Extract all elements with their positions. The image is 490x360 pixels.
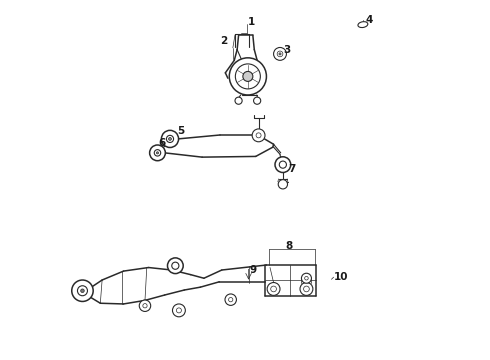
Text: 1: 1: [248, 17, 255, 27]
Circle shape: [149, 145, 165, 161]
Circle shape: [228, 297, 233, 302]
Text: 9: 9: [249, 265, 256, 275]
Circle shape: [168, 258, 183, 274]
Circle shape: [156, 152, 159, 154]
Circle shape: [235, 64, 260, 89]
Circle shape: [143, 303, 147, 308]
Circle shape: [161, 130, 178, 148]
Circle shape: [176, 308, 181, 313]
Circle shape: [235, 97, 242, 104]
Text: 6: 6: [159, 138, 166, 148]
Circle shape: [225, 294, 237, 305]
Circle shape: [267, 283, 280, 296]
Circle shape: [81, 289, 84, 293]
Circle shape: [270, 286, 276, 292]
Text: 7: 7: [289, 164, 296, 174]
Circle shape: [77, 286, 88, 296]
Circle shape: [305, 276, 308, 280]
Text: 8: 8: [285, 242, 292, 251]
Circle shape: [172, 304, 185, 317]
Circle shape: [301, 273, 312, 283]
Ellipse shape: [358, 22, 368, 28]
Text: 3: 3: [284, 45, 291, 55]
Circle shape: [278, 180, 288, 189]
Text: 2: 2: [220, 36, 228, 46]
Circle shape: [279, 161, 287, 168]
Circle shape: [167, 135, 173, 143]
Text: 5: 5: [177, 126, 184, 136]
Circle shape: [273, 48, 287, 60]
Text: 10: 10: [334, 272, 349, 282]
Circle shape: [252, 129, 265, 142]
Circle shape: [139, 300, 151, 311]
Circle shape: [256, 133, 261, 138]
Circle shape: [172, 262, 179, 269]
Circle shape: [243, 71, 253, 81]
Circle shape: [300, 283, 313, 296]
Circle shape: [72, 280, 93, 301]
Circle shape: [279, 53, 281, 55]
Circle shape: [304, 286, 309, 292]
Circle shape: [253, 97, 261, 104]
Circle shape: [169, 138, 171, 140]
Circle shape: [229, 58, 267, 95]
Text: 4: 4: [365, 15, 372, 25]
Circle shape: [275, 157, 291, 172]
Circle shape: [154, 150, 161, 156]
Circle shape: [277, 51, 283, 57]
